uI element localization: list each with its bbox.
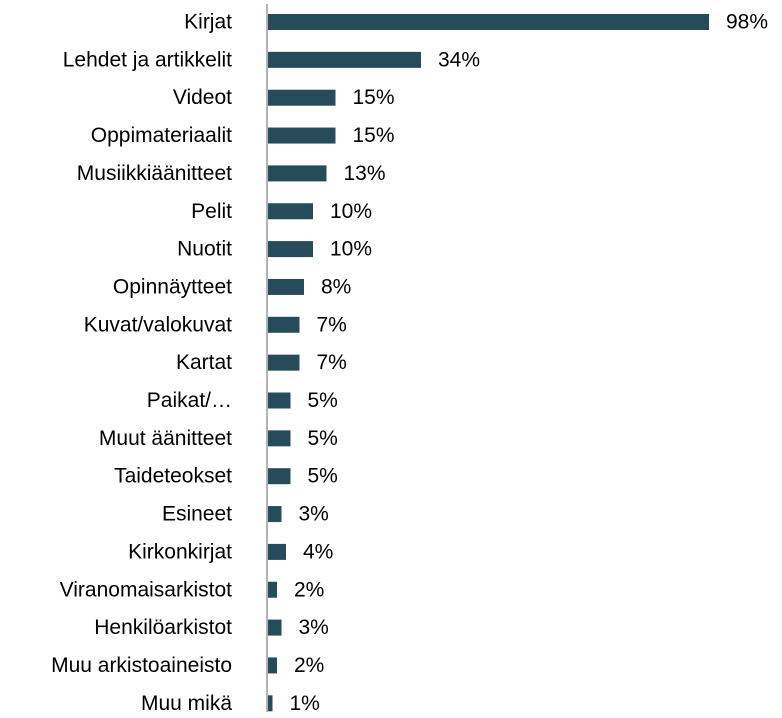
value-label: 4% [303, 540, 333, 563]
bar [268, 695, 273, 712]
bar [268, 619, 282, 636]
category-label: Kirjat [184, 11, 232, 34]
category-label: Nuotit [177, 238, 232, 261]
value-label: 5% [308, 427, 338, 450]
bar [268, 354, 300, 371]
value-label: 2% [294, 654, 324, 677]
value-label: 1% [290, 692, 320, 715]
category-label: Pelit [191, 200, 232, 223]
category-label: Oppimateriaalit [91, 124, 232, 147]
category-label: Taideteokset [114, 465, 232, 488]
bar [268, 581, 277, 598]
bar [268, 316, 300, 333]
value-label: 10% [330, 238, 372, 261]
value-label: 7% [317, 351, 347, 374]
value-label: 15% [353, 86, 395, 109]
bar [268, 278, 304, 295]
value-label: 8% [321, 275, 351, 298]
bar [268, 127, 336, 144]
bar [268, 468, 291, 485]
category-label: Musiikkiäänitteet [77, 162, 232, 185]
value-label: 98% [726, 11, 768, 34]
category-label: Muu arkistoaineisto [51, 654, 232, 677]
value-label: 34% [438, 48, 480, 71]
bar [268, 392, 291, 409]
value-label: 10% [330, 200, 372, 223]
value-label: 15% [353, 124, 395, 147]
bar [268, 165, 327, 182]
category-label: Videot [173, 86, 232, 109]
value-label: 5% [308, 465, 338, 488]
bar [268, 51, 421, 68]
value-label: 2% [294, 578, 324, 601]
category-label: Opinnäytteet [113, 275, 232, 298]
category-label: Lehdet ja artikkelit [63, 48, 232, 71]
category-label: Muut äänitteet [99, 427, 232, 450]
category-label: Kartat [176, 351, 232, 374]
category-label: Paikat/… [147, 389, 232, 412]
bar [268, 543, 286, 560]
value-label: 3% [299, 616, 329, 639]
value-label: 5% [308, 389, 338, 412]
bar [268, 657, 277, 674]
value-label: 13% [344, 162, 386, 185]
category-label: Henkilöarkistot [94, 616, 232, 639]
bar [268, 89, 336, 106]
category-label: Viranomaisarkistot [60, 578, 233, 601]
category-label: Kirkonkirjat [128, 540, 232, 563]
value-label: 7% [317, 313, 347, 336]
bar [268, 430, 291, 447]
bar [268, 14, 709, 30]
category-label: Kuvat/valokuvat [84, 313, 232, 336]
value-label: 3% [299, 503, 329, 526]
bar [268, 241, 313, 258]
bar [268, 506, 282, 523]
category-label: Muu mikä [141, 692, 232, 715]
category-label: Esineet [162, 503, 232, 526]
bar [268, 203, 313, 220]
